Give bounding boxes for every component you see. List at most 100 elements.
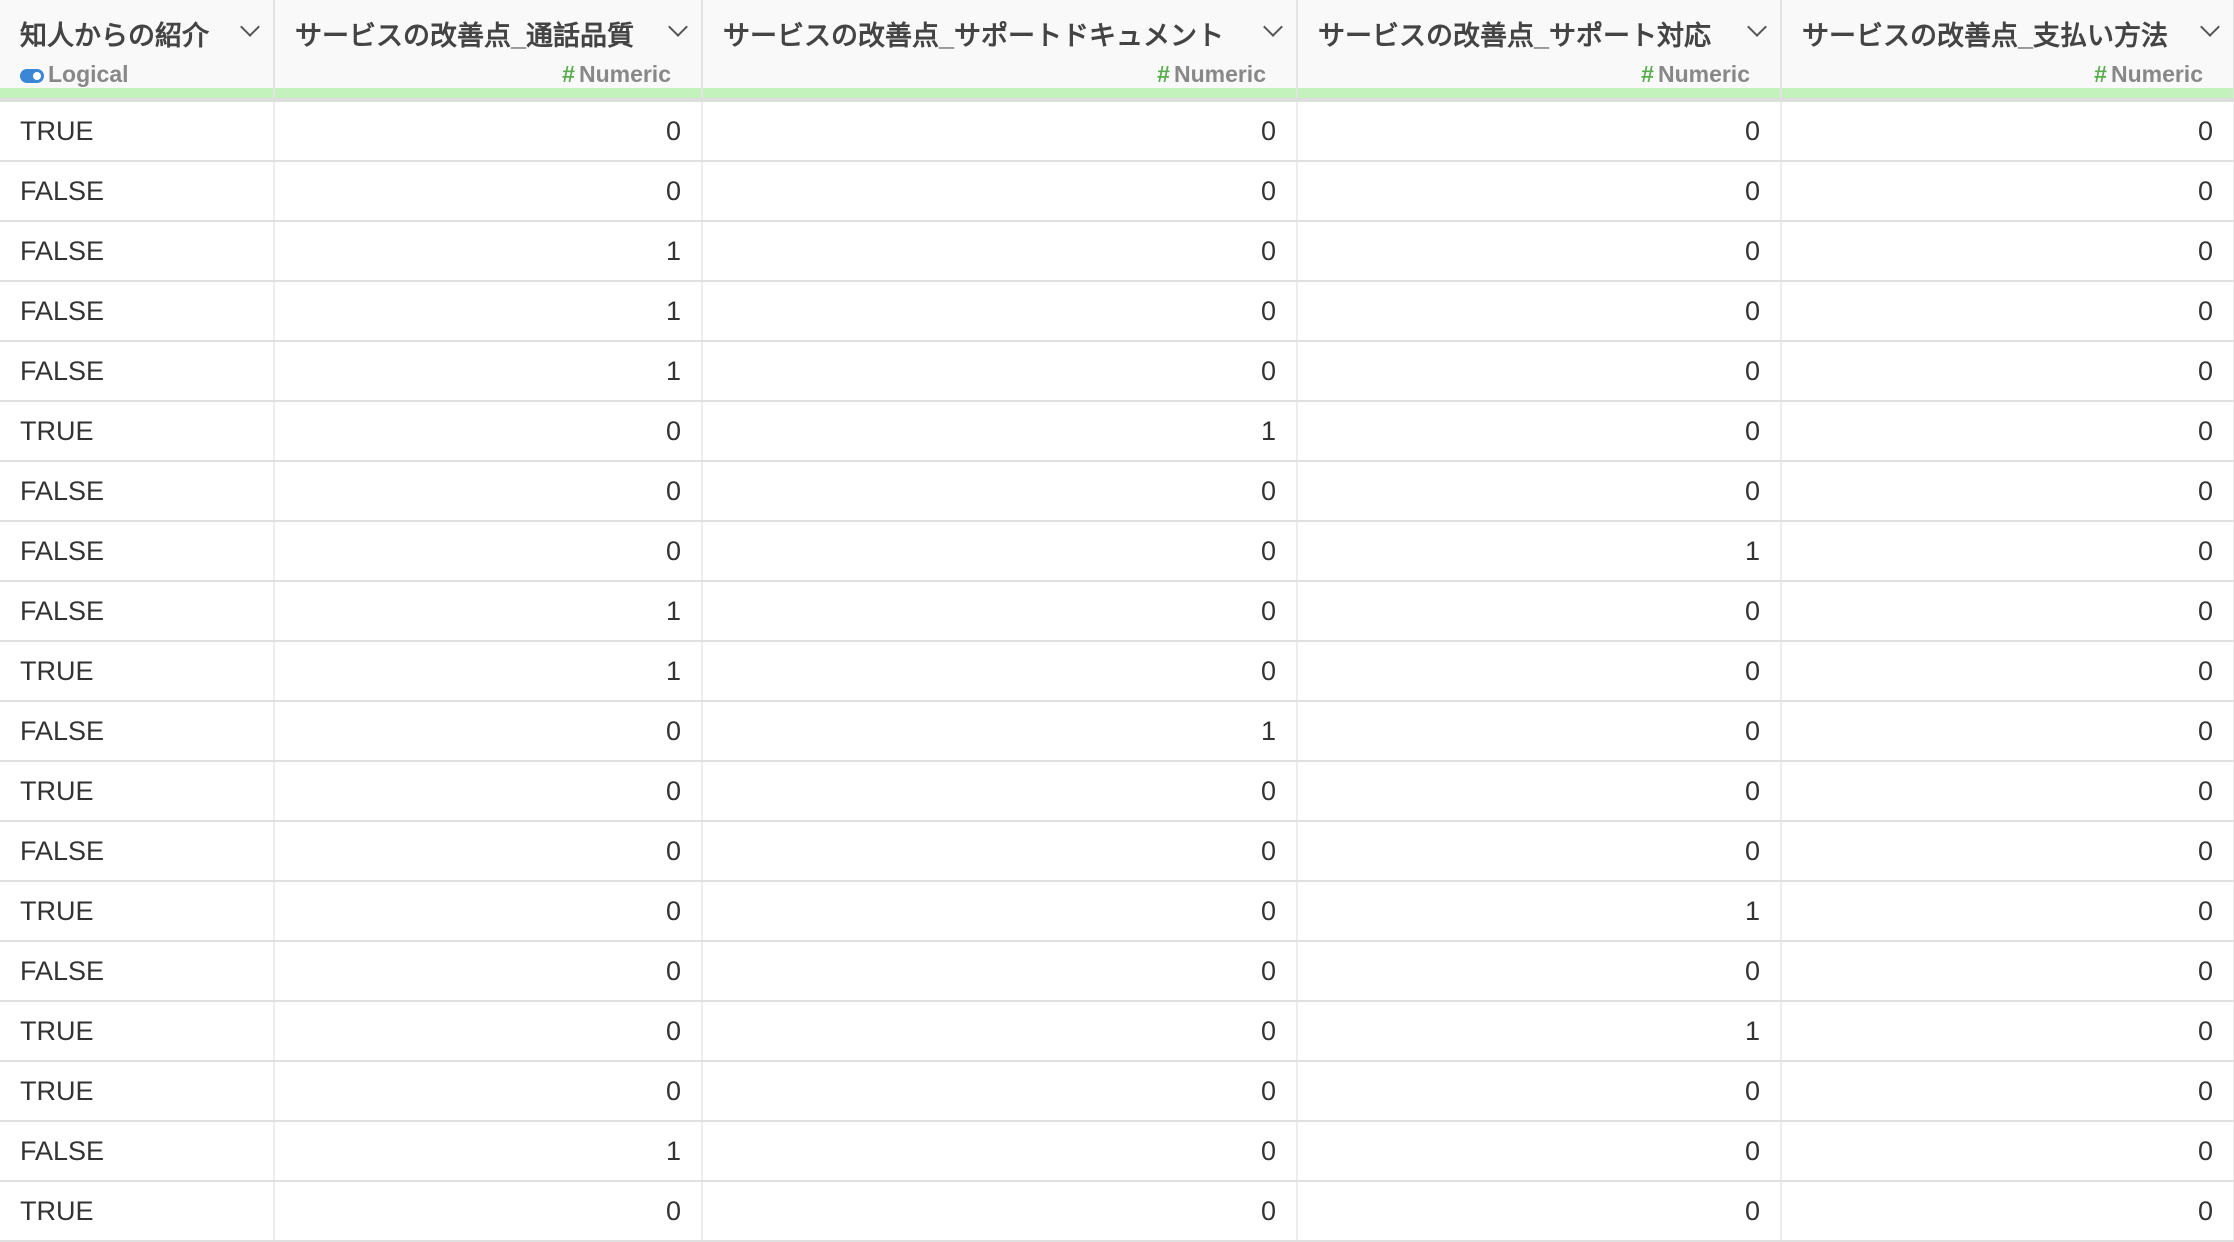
table-cell[interactable]: 0	[702, 881, 1298, 942]
table-cell[interactable]: 1	[274, 341, 703, 402]
table-cell[interactable]: FALSE	[0, 461, 275, 522]
table-cell[interactable]: 0	[702, 941, 1298, 1002]
table-cell[interactable]: 0	[1297, 941, 1782, 1002]
table-cell[interactable]: 0	[274, 1001, 703, 1062]
table-cell[interactable]: 0	[274, 1181, 703, 1242]
table-cell[interactable]: 0	[702, 161, 1298, 222]
table-cell[interactable]: TRUE	[0, 881, 275, 942]
table-cell[interactable]: 1	[702, 401, 1298, 462]
table-cell[interactable]: 0	[274, 1061, 703, 1122]
table-cell[interactable]: 1	[274, 1121, 703, 1182]
table-cell[interactable]: 0	[1781, 1001, 2234, 1062]
table-cell[interactable]: 1	[274, 221, 703, 282]
table-cell[interactable]: 0	[702, 761, 1298, 822]
table-cell[interactable]: 1	[274, 641, 703, 702]
table-cell[interactable]: 0	[702, 100, 1298, 162]
table-cell[interactable]: 0	[1781, 521, 2234, 582]
table-cell[interactable]: 1	[274, 281, 703, 342]
table-cell[interactable]: 0	[702, 1181, 1298, 1242]
table-cell[interactable]: 0	[702, 641, 1298, 702]
table-cell[interactable]: 0	[1297, 1181, 1782, 1242]
table-cell[interactable]: FALSE	[0, 281, 275, 342]
table-cell[interactable]: TRUE	[0, 761, 275, 822]
table-cell[interactable]: 1	[702, 701, 1298, 762]
column-header[interactable]: サービスの改善点_支払い方法 # Numeric	[1781, 0, 2234, 88]
table-cell[interactable]: 0	[274, 461, 703, 522]
table-cell[interactable]: 0	[1297, 821, 1782, 882]
table-cell[interactable]: 0	[1781, 401, 2234, 462]
table-cell[interactable]: 0	[1297, 100, 1782, 162]
table-cell[interactable]: 1	[1297, 1001, 1782, 1062]
table-cell[interactable]: 1	[1297, 881, 1782, 942]
table-cell[interactable]: 0	[1781, 1121, 2234, 1182]
table-cell[interactable]: 0	[1297, 581, 1782, 642]
table-cell[interactable]: 0	[1297, 281, 1782, 342]
table-cell[interactable]: 0	[1297, 161, 1782, 222]
table-cell[interactable]: FALSE	[0, 941, 275, 1002]
table-cell[interactable]: 0	[1781, 581, 2234, 642]
table-cell[interactable]: 0	[1297, 761, 1782, 822]
table-cell[interactable]: 0	[1297, 1061, 1782, 1122]
table-cell[interactable]: 0	[1781, 281, 2234, 342]
table-cell[interactable]: FALSE	[0, 341, 275, 402]
table-cell[interactable]: 0	[702, 221, 1298, 282]
table-cell[interactable]: 0	[702, 281, 1298, 342]
table-cell[interactable]: 0	[274, 821, 703, 882]
table-cell[interactable]: 0	[1297, 221, 1782, 282]
table-cell[interactable]: 0	[274, 161, 703, 222]
table-cell[interactable]: FALSE	[0, 701, 275, 762]
table-cell[interactable]: 0	[702, 521, 1298, 582]
table-cell[interactable]: 0	[1781, 221, 2234, 282]
table-cell[interactable]: 0	[274, 401, 703, 462]
table-cell[interactable]: 0	[1781, 100, 2234, 162]
column-header[interactable]: サービスの改善点_サポート対応 # Numeric	[1297, 0, 1782, 88]
table-cell[interactable]: 0	[1297, 461, 1782, 522]
table-cell[interactable]: 0	[274, 761, 703, 822]
table-cell[interactable]: 0	[274, 941, 703, 1002]
column-header[interactable]: サービスの改善点_サポートドキュメント # Numeric	[702, 0, 1298, 88]
table-cell[interactable]: FALSE	[0, 821, 275, 882]
table-cell[interactable]: 0	[1297, 701, 1782, 762]
table-cell[interactable]: 0	[1297, 401, 1782, 462]
table-cell[interactable]: 0	[1781, 761, 2234, 822]
table-cell[interactable]: 0	[1781, 941, 2234, 1002]
table-cell[interactable]: 0	[1781, 341, 2234, 402]
table-cell[interactable]: TRUE	[0, 641, 275, 702]
table-cell[interactable]: FALSE	[0, 581, 275, 642]
table-cell[interactable]: 0	[702, 1001, 1298, 1062]
table-cell[interactable]: 0	[1781, 1061, 2234, 1122]
table-cell[interactable]: 0	[1781, 821, 2234, 882]
table-cell[interactable]: 0	[274, 881, 703, 942]
table-cell[interactable]: 0	[1781, 881, 2234, 942]
table-cell[interactable]: TRUE	[0, 401, 275, 462]
table-cell[interactable]: FALSE	[0, 1121, 275, 1182]
table-cell[interactable]: 0	[274, 701, 703, 762]
table-cell[interactable]: 0	[1781, 1181, 2234, 1242]
table-cell[interactable]: TRUE	[0, 1001, 275, 1062]
table-cell[interactable]: 0	[1297, 641, 1782, 702]
column-header[interactable]: サービスの改善点_通話品質 # Numeric	[274, 0, 703, 88]
table-cell[interactable]: FALSE	[0, 161, 275, 222]
table-cell[interactable]: 0	[702, 821, 1298, 882]
table-cell[interactable]: TRUE	[0, 100, 275, 162]
table-cell[interactable]: FALSE	[0, 221, 275, 282]
table-cell[interactable]: 0	[702, 1061, 1298, 1122]
table-cell[interactable]: 0	[702, 461, 1298, 522]
table-cell[interactable]: 0	[1781, 641, 2234, 702]
table-cell[interactable]: 0	[702, 341, 1298, 402]
table-cell[interactable]: 0	[274, 100, 703, 162]
table-cell[interactable]: 1	[1297, 521, 1782, 582]
table-cell[interactable]: 0	[1297, 341, 1782, 402]
table-cell[interactable]: 0	[1781, 701, 2234, 762]
table-cell[interactable]: TRUE	[0, 1181, 275, 1242]
table-cell[interactable]: 0	[1297, 1121, 1782, 1182]
table-cell[interactable]: 0	[702, 581, 1298, 642]
table-cell[interactable]: FALSE	[0, 521, 275, 582]
table-cell[interactable]: TRUE	[0, 1061, 275, 1122]
table-cell[interactable]: 1	[274, 581, 703, 642]
table-cell[interactable]: 0	[274, 521, 703, 582]
column-header[interactable]: 知人からの紹介 Logical	[0, 0, 275, 88]
table-cell[interactable]: 0	[702, 1121, 1298, 1182]
table-cell[interactable]: 0	[1781, 161, 2234, 222]
table-cell[interactable]: 0	[1781, 461, 2234, 522]
